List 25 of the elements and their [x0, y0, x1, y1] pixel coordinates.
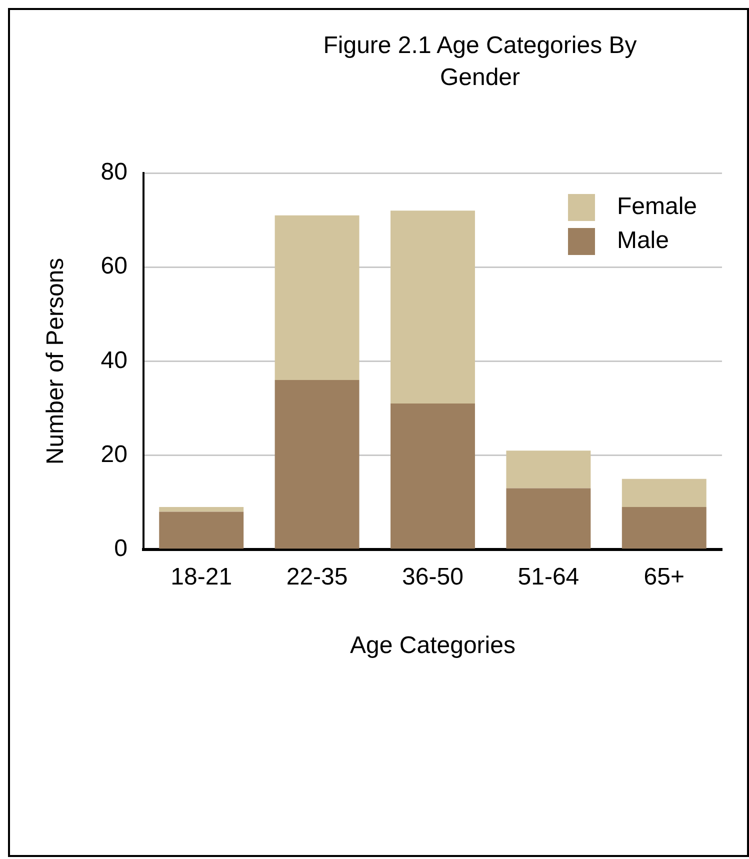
legend-label: Female — [616, 193, 697, 221]
bar — [506, 488, 591, 549]
bar — [390, 404, 475, 549]
x-tick-label: 36-50 — [402, 563, 464, 590]
y-tick-label: 0 — [114, 535, 128, 562]
legend-label: Male — [616, 227, 669, 255]
y-tick-label: 60 — [100, 252, 128, 280]
bar — [506, 450, 591, 488]
x-tick-label: 22-35 — [286, 563, 348, 590]
bar — [274, 215, 360, 380]
x-tick-label: 18-21 — [170, 563, 232, 590]
x-axis-title: Age Categories — [350, 632, 516, 660]
bar — [159, 512, 244, 549]
bar — [390, 210, 475, 404]
y-tick-label: 20 — [100, 440, 128, 468]
x-tick-label: 65+ — [644, 563, 685, 590]
bar — [274, 380, 360, 549]
bar — [622, 507, 706, 549]
bar — [159, 507, 244, 512]
x-tick-label: 51-64 — [518, 563, 580, 590]
y-tick-label: 40 — [100, 346, 128, 374]
y-tick-label: 80 — [100, 158, 128, 186]
chart-title: Figure 2.1 Age Categories By Gender — [322, 31, 638, 93]
bar — [622, 478, 706, 508]
y-axis-title: Number of Persons — [42, 258, 70, 465]
